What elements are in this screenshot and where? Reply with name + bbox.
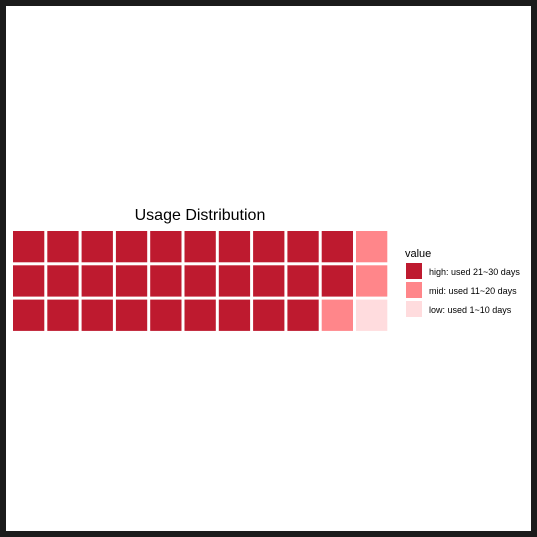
legend-key	[406, 282, 422, 298]
waffle-cell	[47, 265, 79, 297]
legend-key	[406, 301, 422, 317]
waffle-cell	[218, 299, 251, 331]
waffle-cell	[47, 299, 79, 331]
waffle-cell	[184, 299, 216, 331]
waffle-cell	[321, 265, 353, 297]
waffle-cell	[287, 231, 319, 263]
legend-key	[406, 263, 422, 279]
waffle-cell	[150, 265, 182, 297]
waffle-cell	[218, 231, 251, 263]
legend: value high: used 21~30 days mid: used 11~…	[405, 248, 520, 317]
legend-label: mid: used 11~20 days	[429, 286, 517, 296]
waffle-cell	[184, 265, 216, 297]
waffle-cell	[356, 231, 388, 263]
legend-label: high: used 21~30 days	[429, 267, 520, 277]
waffle-cell	[150, 231, 182, 263]
waffle-cell	[150, 299, 182, 331]
waffle-cell	[287, 265, 319, 297]
waffle-cell	[13, 265, 45, 297]
legend-label: low: used 1~10 days	[429, 305, 512, 315]
waffle-cell	[115, 231, 148, 263]
waffle-cell	[184, 231, 216, 263]
waffle-cell	[115, 299, 148, 331]
waffle-cell	[321, 231, 353, 263]
waffle-cell	[13, 299, 45, 331]
waffle-cell	[253, 299, 285, 331]
waffle-cell	[218, 265, 251, 297]
legend-title: value	[405, 248, 431, 260]
waffle-cells	[13, 231, 388, 331]
waffle-cell	[47, 231, 79, 263]
chart-title: Usage Distribution	[135, 207, 266, 224]
waffle-cell	[356, 299, 388, 331]
waffle-cell	[253, 265, 285, 297]
waffle-cell	[287, 299, 319, 331]
waffle-cell	[81, 231, 113, 263]
waffle-cell	[13, 231, 45, 263]
waffle-cell	[321, 299, 353, 331]
legend-items: high: used 21~30 days mid: used 11~20 day…	[406, 263, 520, 317]
waffle-cell	[356, 265, 388, 297]
waffle-cell	[253, 231, 285, 263]
waffle-cell	[115, 265, 148, 297]
waffle-cell	[81, 265, 113, 297]
waffle-cell	[81, 299, 113, 331]
